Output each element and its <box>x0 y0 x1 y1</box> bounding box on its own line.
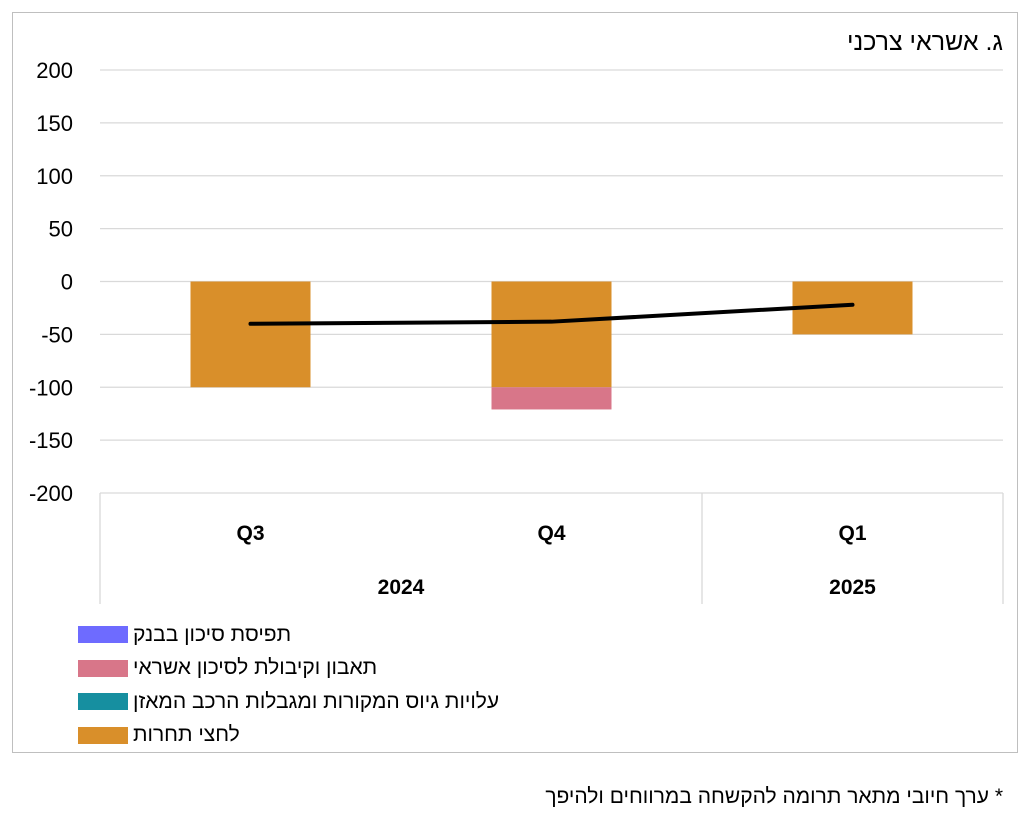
footnote: * ערך חיובי מתאר תרומה להקשחה במרווחים ו… <box>545 785 1003 808</box>
y-tick-label: -200 <box>29 481 73 506</box>
bar <box>190 281 311 388</box>
legend-label: עלויות גיוס המקורות ומגבלות הרכב המאזן <box>133 689 500 713</box>
y-tick-label: 200 <box>36 58 73 83</box>
legend: תפיסת סיכון בבנק תאבון וקיבולת לסיכון אש… <box>78 618 499 752</box>
y-tick-label: -150 <box>29 428 73 453</box>
legend-label: לחצי תחרות <box>133 723 240 747</box>
y-tick-label: 0 <box>61 270 73 295</box>
y-tick-label: 100 <box>36 164 73 189</box>
legend-item: עלויות גיוס המקורות ומגבלות הרכב המאזן <box>78 685 499 719</box>
legend-swatch <box>78 659 128 677</box>
legend-swatch <box>78 626 128 644</box>
chart-plot: 200 150 100 50 0 -50 -100 -150 -200 2024 2025 Q3 Q4… <box>29 58 1004 604</box>
series-line <box>248 302 855 326</box>
bar-series <box>190 281 913 410</box>
bar <box>491 281 612 388</box>
y-tick-label: -50 <box>41 322 73 347</box>
category-label: Q1 <box>838 522 866 545</box>
legend-label: תפיסת סיכון בבנק <box>133 622 292 646</box>
bar <box>491 387 612 410</box>
category-axis: 2024 2025 Q3 Q4 Q1 <box>99 493 1004 604</box>
line-series <box>248 302 855 326</box>
legend-label: תאבון וקיבולת לסיכון אשראי <box>133 656 378 680</box>
y-axis-tick-labels: 200 150 100 50 0 -50 -100 -150 -200 <box>29 58 73 506</box>
category-group-label: 2024 <box>378 576 425 599</box>
category-group-label: 2025 <box>829 576 876 599</box>
legend-item: לחצי תחרות <box>78 719 499 753</box>
y-tick-label: -100 <box>29 375 73 400</box>
category-label: Q3 <box>236 522 264 545</box>
chart-title: ג. אשראי צרכני <box>847 28 1003 56</box>
legend-item: תאבון וקיבולת לסיכון אשראי <box>78 652 499 686</box>
legend-swatch <box>78 726 128 744</box>
y-tick-label: 50 <box>49 217 73 242</box>
chart-frame <box>12 12 1018 753</box>
legend-swatch <box>78 693 128 711</box>
legend-item: תפיסת סיכון בבנק <box>78 618 499 652</box>
y-tick-label: 150 <box>36 111 73 136</box>
category-label: Q4 <box>537 522 565 545</box>
